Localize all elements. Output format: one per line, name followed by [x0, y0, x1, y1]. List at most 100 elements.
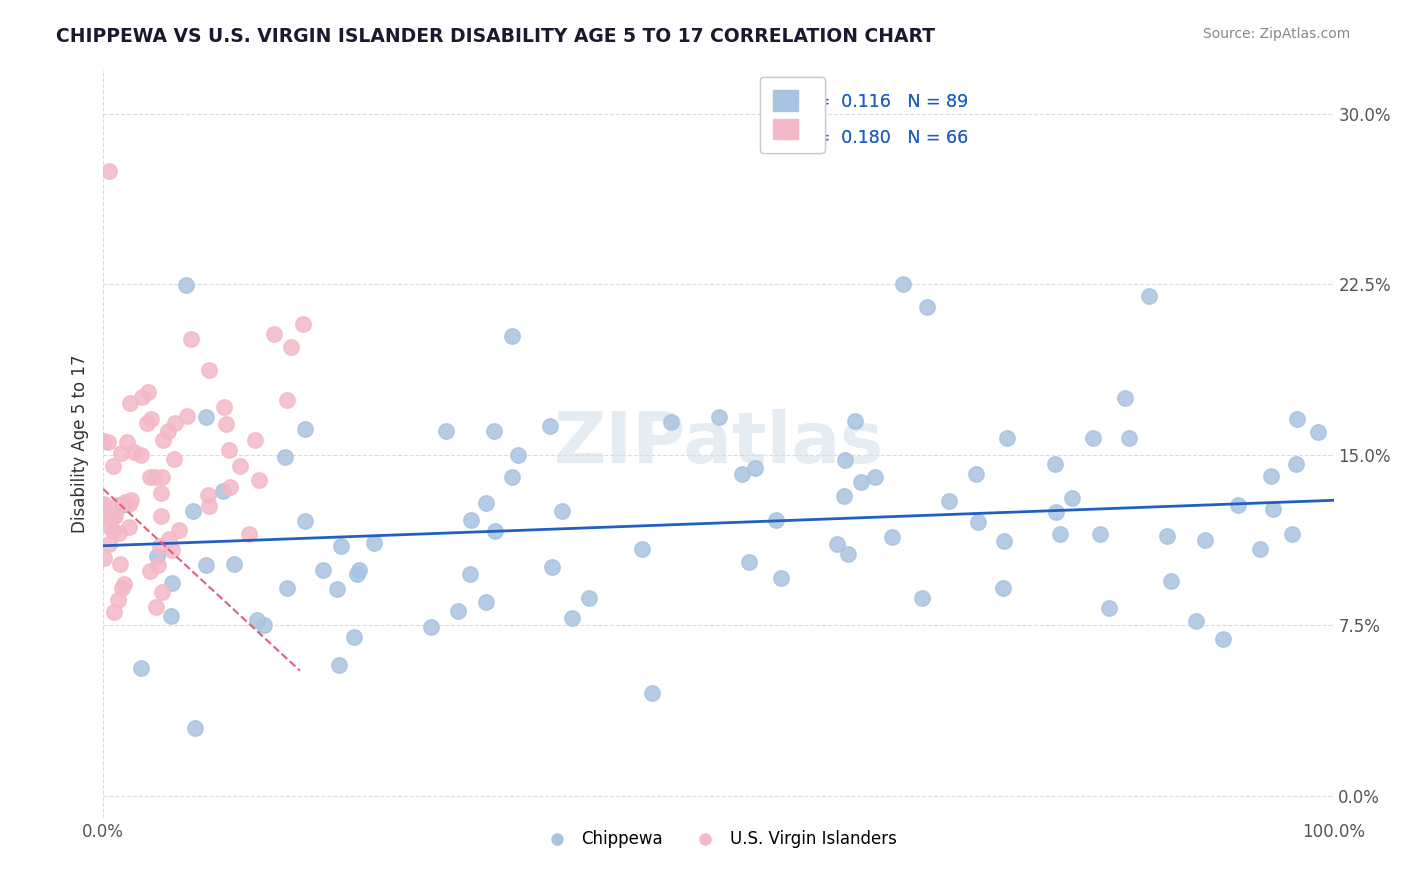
Text: Source: ZipAtlas.com: Source: ZipAtlas.com [1202, 27, 1350, 41]
Point [965, 467, 987, 482]
Point [138, 470, 160, 484]
Point [274, 450, 297, 464]
Point [1285, 412, 1308, 426]
Point [139, 564, 162, 578]
Point [183, 721, 205, 735]
Point [115, 435, 138, 450]
Point [765, 513, 787, 527]
Point [993, 534, 1015, 549]
Point [150, 470, 173, 484]
Point [215, 417, 238, 431]
Point [98, 511, 121, 525]
Point [181, 504, 204, 518]
Point [484, 424, 506, 438]
Point [1118, 431, 1140, 445]
Point [107, 593, 129, 607]
Point [118, 396, 141, 410]
Point [1137, 289, 1160, 303]
Point [501, 469, 523, 483]
Point [129, 448, 152, 462]
Point [280, 340, 302, 354]
Point [343, 630, 366, 644]
Point [149, 539, 172, 553]
Point [347, 563, 370, 577]
Point [194, 558, 217, 573]
Point [825, 536, 848, 550]
Point [967, 515, 990, 529]
Point [139, 412, 162, 426]
Point [1281, 526, 1303, 541]
Point [197, 488, 219, 502]
Point [891, 277, 914, 292]
Point [104, 508, 127, 523]
Point [1263, 502, 1285, 516]
Point [363, 536, 385, 550]
Point [93, 551, 115, 566]
Text: R =  0.116   N = 89: R = 0.116 N = 89 [799, 93, 969, 111]
Point [312, 563, 335, 577]
Point [114, 494, 136, 508]
Point [541, 560, 564, 574]
Point [101, 510, 124, 524]
Point [105, 498, 128, 512]
Point [993, 582, 1015, 596]
Point [98, 163, 121, 178]
Point [458, 567, 481, 582]
Point [1227, 498, 1250, 512]
Point [148, 558, 170, 572]
Point [1081, 431, 1104, 445]
Point [157, 533, 180, 547]
Point [174, 278, 197, 293]
Point [167, 523, 190, 537]
Point [150, 486, 173, 500]
Point [145, 600, 167, 615]
Point [93, 497, 115, 511]
Point [93, 434, 115, 448]
Point [1160, 574, 1182, 588]
Point [149, 509, 172, 524]
Point [550, 504, 572, 518]
Point [863, 470, 886, 484]
Text: CHIPPEWA VS U.S. VIRGIN ISLANDER DISABILITY AGE 5 TO 17 CORRELATION CHART: CHIPPEWA VS U.S. VIRGIN ISLANDER DISABIL… [56, 27, 935, 45]
Point [1043, 457, 1066, 471]
Point [160, 576, 183, 591]
Text: ZIPatlas: ZIPatlas [553, 409, 883, 478]
Point [484, 524, 506, 538]
Point [198, 363, 221, 377]
Point [143, 470, 166, 484]
Point [118, 520, 141, 534]
Point [263, 327, 285, 342]
Point [152, 433, 174, 447]
Point [880, 530, 903, 544]
Point [1088, 527, 1111, 541]
Point [1060, 491, 1083, 506]
Point [1185, 614, 1208, 628]
Point [294, 422, 316, 436]
Point [834, 452, 856, 467]
Point [176, 409, 198, 423]
Point [938, 494, 960, 508]
Point [837, 548, 859, 562]
Point [659, 415, 682, 429]
Point [738, 555, 761, 569]
Point [1156, 529, 1178, 543]
Point [111, 581, 134, 595]
Point [218, 480, 240, 494]
Text: R =  0.180   N = 66: R = 0.180 N = 66 [799, 128, 969, 146]
Point [294, 514, 316, 528]
Point [770, 571, 793, 585]
Point [238, 526, 260, 541]
Point [97, 536, 120, 550]
Point [111, 498, 134, 512]
Point [108, 558, 131, 572]
Point [97, 519, 120, 533]
Point [245, 433, 267, 447]
Point [218, 443, 240, 458]
Point [995, 431, 1018, 445]
Point [475, 595, 498, 609]
Point [120, 493, 142, 508]
Point [917, 300, 939, 314]
Point [630, 542, 652, 557]
Point [146, 549, 169, 563]
Point [419, 620, 441, 634]
